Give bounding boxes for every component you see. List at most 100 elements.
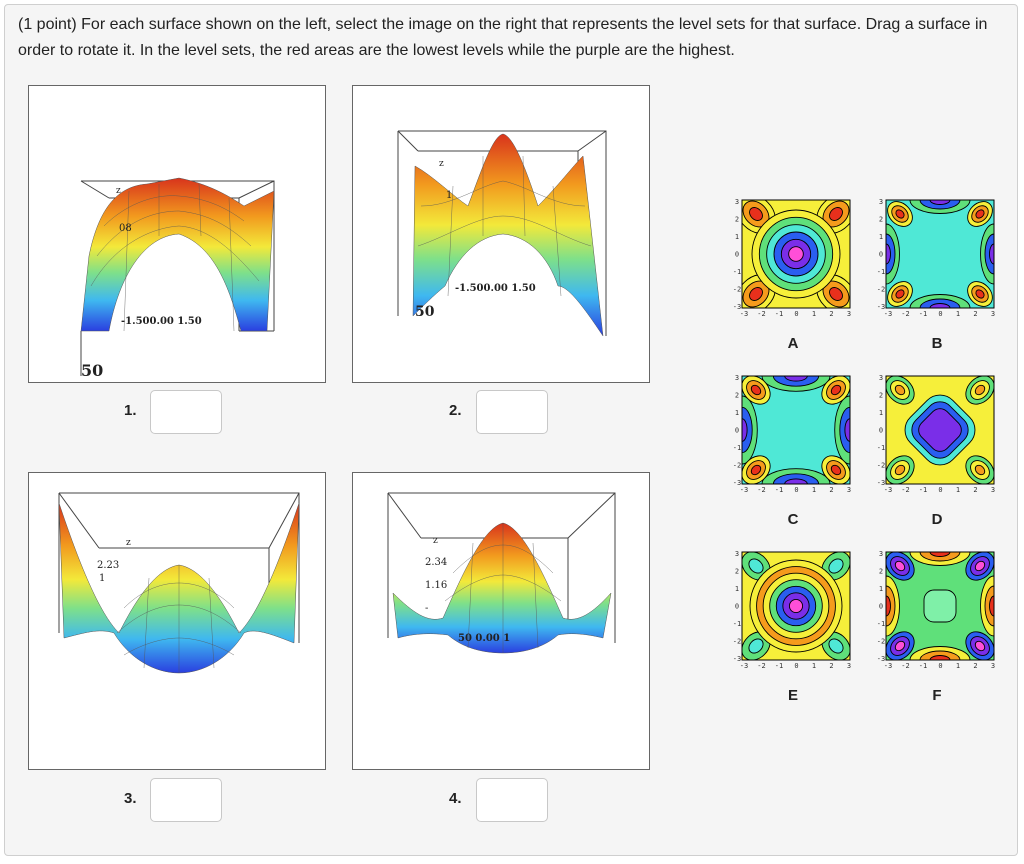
y-tick-label: -1 (877, 620, 885, 628)
y-tick-label: 3 (735, 374, 739, 382)
contour-ring (923, 589, 957, 623)
contour-ring (895, 209, 905, 219)
x-tick-label: -2 (901, 486, 909, 494)
contour-ring (984, 585, 994, 627)
axis-tick-labels: 50 0.00 1 (458, 633, 510, 644)
surface-plot-1[interactable]: z 08 -1.500.00 1.50 50 (28, 85, 326, 383)
contour-ring (989, 595, 994, 617)
answer-input-3[interactable] (150, 778, 222, 822)
y-tick-label: 1 (879, 409, 883, 417)
surface-plot-2[interactable]: z 1 -1.500.00 1.50 50 (352, 85, 650, 383)
y-tick-label: 2 (879, 216, 883, 224)
contour-ring (742, 418, 748, 442)
answer-input-2[interactable] (476, 390, 548, 434)
contour-ring (929, 655, 951, 660)
problem-prompt: (1 point) For each surface shown on the … (18, 12, 1008, 64)
contour-ring (974, 384, 986, 396)
y-tick-label: -3 (877, 479, 885, 487)
answer-input-1[interactable] (150, 390, 222, 434)
x-tick-label: -1 (919, 310, 927, 318)
x-tick-label: 0 (794, 486, 798, 494)
y-tick-label: -3 (733, 655, 741, 663)
y-tick-label: 3 (879, 198, 883, 206)
y-tick-label: 3 (879, 374, 883, 382)
prompt-text: For each surface shown on the left, sele… (18, 16, 988, 59)
x-tick-label: 2 (973, 662, 977, 670)
x-tick-label: -1 (775, 486, 783, 494)
x-tick-label: 3 (991, 486, 995, 494)
contour-ring (894, 640, 906, 652)
contour-ring (894, 560, 906, 572)
z-tick-label: 2.34 (425, 557, 447, 568)
y-tick-label: -2 (877, 638, 885, 646)
x-tick-label: -2 (757, 486, 765, 494)
y-tick-label: -1 (877, 444, 885, 452)
y-tick-label: 3 (879, 550, 883, 558)
z-axis-label: z (116, 186, 121, 196)
x-tick-label: 0 (938, 662, 942, 670)
level-set-label-d: D (931, 511, 943, 528)
y-tick-label: -2 (733, 638, 741, 646)
x-tick-label: 1 (812, 310, 816, 318)
y-tick-label: -2 (877, 286, 885, 294)
y-tick-label: -1 (877, 268, 885, 276)
side-tick-label: 1 (99, 573, 105, 584)
x-tick-label: -1 (919, 662, 927, 670)
level-set-label-c: C (787, 511, 799, 528)
z-tick-label: 08 (119, 223, 132, 234)
x-tick-label: -2 (901, 310, 909, 318)
contour-ring (929, 552, 951, 557)
contour-ring (839, 406, 850, 454)
contour-ring (894, 464, 906, 476)
contour-ring (749, 287, 763, 301)
y-tick-label: 2 (735, 568, 739, 576)
surface-plot-4[interactable]: z 2.34 1.16 - 50 0.00 1 (352, 472, 650, 770)
level-set-b: -3 -2 -1 0 1 2 3 3 2 1 0 -1 -2 -3 (876, 194, 1000, 318)
surface-number-2: 2. (449, 402, 462, 419)
x-tick-label: -2 (757, 310, 765, 318)
contour-ring (974, 640, 986, 652)
y-tick-label: -1 (733, 268, 741, 276)
contour-ring (750, 384, 762, 396)
y-tick-label: 0 (735, 427, 739, 435)
y-tick-label: 2 (735, 216, 739, 224)
x-tick-label: 0 (938, 310, 942, 318)
contour-ring (929, 200, 951, 205)
axis-tick-labels: -1.500.00 1.50 (455, 283, 536, 294)
level-set-a: -3 -2 -1 0 1 2 3 3 2 1 0 -1 -2 -3 (732, 194, 856, 318)
level-set-d: -3 -2 -1 0 1 2 3 3 2 1 0 -1 -2 -3 (876, 370, 1000, 494)
surface-plot-3[interactable]: z 2.23 1 (28, 472, 326, 770)
contour-ring (980, 575, 994, 637)
x-tick-label: -1 (919, 486, 927, 494)
y-tick-label: 2 (735, 392, 739, 400)
contour-ring (929, 303, 951, 308)
contour-ring (886, 595, 891, 617)
level-set-label-a: A (787, 335, 799, 352)
x-tick-label: 3 (847, 662, 851, 670)
contour-ring (886, 243, 891, 265)
side-tick-label: - (425, 603, 428, 614)
contour-ring (828, 638, 844, 654)
x-tick-label: -3 (884, 662, 892, 670)
x-tick-label: 1 (956, 486, 960, 494)
side-tick-label: 50 (415, 304, 435, 320)
x-tick-label: -2 (901, 662, 909, 670)
contour-ring (886, 233, 896, 275)
contour-ring (828, 558, 844, 574)
y-tick-label: -3 (877, 303, 885, 311)
contour-ring (750, 464, 762, 476)
y-tick-label: 1 (879, 585, 883, 593)
answer-input-4[interactable] (476, 778, 548, 822)
x-tick-label: 1 (956, 662, 960, 670)
x-tick-label: -3 (740, 662, 748, 670)
x-tick-label: 1 (956, 310, 960, 318)
y-tick-label: 1 (879, 233, 883, 241)
points-label: (1 point) (18, 16, 77, 33)
y-tick-label: 0 (735, 603, 739, 611)
contour-ring (788, 598, 804, 614)
y-tick-label: 1 (735, 585, 739, 593)
y-tick-label: 1 (735, 409, 739, 417)
z-axis-label: z (126, 538, 131, 548)
x-tick-label: 2 (973, 486, 977, 494)
contour-ring (886, 575, 900, 637)
